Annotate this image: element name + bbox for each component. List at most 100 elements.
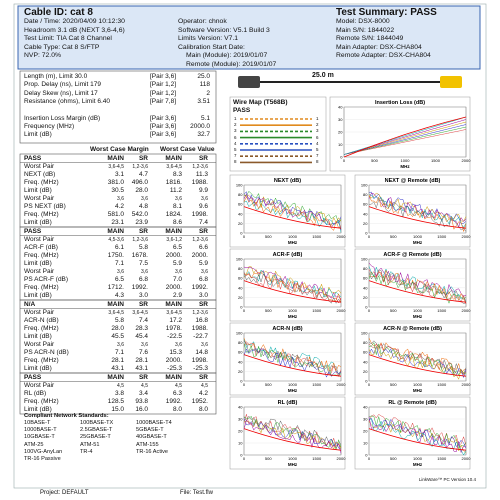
y-tick-label: 80	[363, 340, 368, 345]
cell: 4,5	[175, 383, 182, 389]
y-tick-label: 40	[238, 285, 243, 290]
cell: 3,6	[141, 196, 148, 202]
trace	[243, 348, 342, 378]
cell: 4.8	[138, 203, 148, 210]
x-axis-label: MHz	[288, 314, 298, 319]
cell: 2000.	[165, 357, 182, 364]
cell: 3.8	[114, 390, 124, 397]
graph-title: Insertion Loss (dB)	[375, 100, 425, 106]
standard: TR-4	[80, 448, 93, 455]
y-tick-label: 20	[363, 221, 368, 226]
cell: 1992.	[191, 284, 208, 291]
cell: 4,5	[141, 383, 148, 389]
x-tick-label: 2000	[462, 158, 472, 163]
x-tick-label: 1000	[288, 308, 298, 313]
table-column: SR	[138, 155, 148, 162]
pin: 1	[316, 116, 319, 121]
cell: 3,6-4,5	[166, 310, 182, 316]
x-tick-label: 1000	[413, 456, 423, 461]
x-tick-label: 2000	[462, 234, 472, 239]
cell: 542.0	[131, 211, 148, 218]
x-tick-label: 1000	[413, 308, 423, 313]
column-group-title: Worst Case Margin	[90, 146, 149, 153]
x-tick-label: 2000	[337, 308, 347, 313]
header-info: Main (Module): 2019/01/07	[186, 52, 268, 60]
cell: 2000.	[191, 252, 208, 259]
trace	[368, 271, 467, 304]
y-tick-label: 40	[338, 105, 343, 110]
x-tick-label: 1500	[431, 158, 441, 163]
y-tick-label: 0	[365, 379, 368, 384]
y-tick-label: 100	[361, 331, 368, 336]
y-tick-label: 60	[238, 350, 243, 355]
y-tick-label: 40	[238, 211, 243, 216]
x-tick-label: 1000	[413, 382, 423, 387]
trace	[243, 269, 342, 298]
y-tick-label: 80	[238, 192, 243, 197]
trace	[368, 337, 467, 374]
standard: ATM-25	[24, 441, 44, 448]
x-tick-label: 2000	[462, 382, 472, 387]
x-tick-label: 2000	[337, 456, 347, 461]
trace	[368, 418, 467, 449]
y-tick-label: 0	[365, 453, 368, 458]
measure-value: 32.7	[197, 131, 210, 139]
cell: 6.8	[198, 276, 208, 283]
cell: 5.8	[114, 317, 124, 324]
y-tick-label: 20	[238, 369, 243, 374]
x-axis-label: MHz	[413, 240, 423, 245]
cell: 3,6	[175, 342, 182, 348]
trace	[368, 415, 467, 449]
y-tick-label: 100	[361, 183, 368, 188]
cell: 28.1	[135, 357, 148, 364]
x-tick-label: 500	[265, 456, 272, 461]
pin: 6	[316, 134, 319, 140]
cell: 3,6-1,2	[166, 237, 182, 243]
cell: 2000.	[165, 252, 182, 259]
y-tick-label: 40	[363, 405, 368, 410]
cell: 1992.	[165, 398, 182, 405]
cell: 9.9	[198, 187, 208, 194]
cell: 93.8	[135, 398, 148, 405]
x-tick-label: 1500	[437, 456, 447, 461]
y-tick-label: 100	[236, 331, 243, 336]
y-tick-label: 0	[365, 231, 368, 236]
pin: 3	[234, 128, 237, 134]
cell: 8.6	[172, 219, 182, 226]
header-info: Operator: chnok	[178, 18, 227, 25]
cell: 5.9	[198, 260, 208, 267]
x-tick-label: 2000	[462, 456, 472, 461]
standard: 100VG-AnyLan	[24, 448, 63, 455]
standard: TR-16 Active	[136, 448, 169, 455]
cell: 9.6	[198, 203, 208, 210]
measure-value: 3.51	[197, 98, 210, 106]
measure-value: 5.1	[200, 114, 210, 122]
cell: 3.0	[198, 292, 208, 299]
trace	[368, 345, 467, 379]
y-tick-label: 40	[363, 285, 368, 290]
header-info: Remote S/N: 1844049	[336, 35, 404, 43]
y-tick-label: 80	[238, 266, 243, 271]
pin: 4	[234, 140, 237, 146]
table-column: MAIN	[107, 374, 124, 381]
cell: -22.7	[193, 333, 208, 340]
limit-line	[243, 354, 342, 377]
cell: 1678.	[131, 252, 148, 259]
x-tick-label: 1000	[401, 158, 411, 163]
row-label: RL (dB)	[24, 390, 47, 397]
trace	[243, 340, 342, 377]
graph-title: ACR-N (dB)	[272, 326, 302, 332]
table-status: PASS	[24, 374, 42, 381]
file-name: File: Test.flw	[180, 490, 213, 496]
graph-title: ACR-F @ Remote (dB)	[383, 252, 441, 258]
graph-title: NEXT (dB)	[274, 178, 301, 184]
cell: 8.3	[172, 171, 182, 178]
cell: 3,6	[201, 269, 208, 275]
measure-label: Delay Skew (ns), Limit 17	[24, 89, 98, 97]
cell: 381.0	[107, 179, 124, 186]
y-tick-label: 0	[240, 453, 243, 458]
x-tick-label: 500	[390, 234, 397, 239]
x-tick-label: 1000	[288, 234, 298, 239]
cell: 1,2-3,6	[132, 237, 148, 243]
